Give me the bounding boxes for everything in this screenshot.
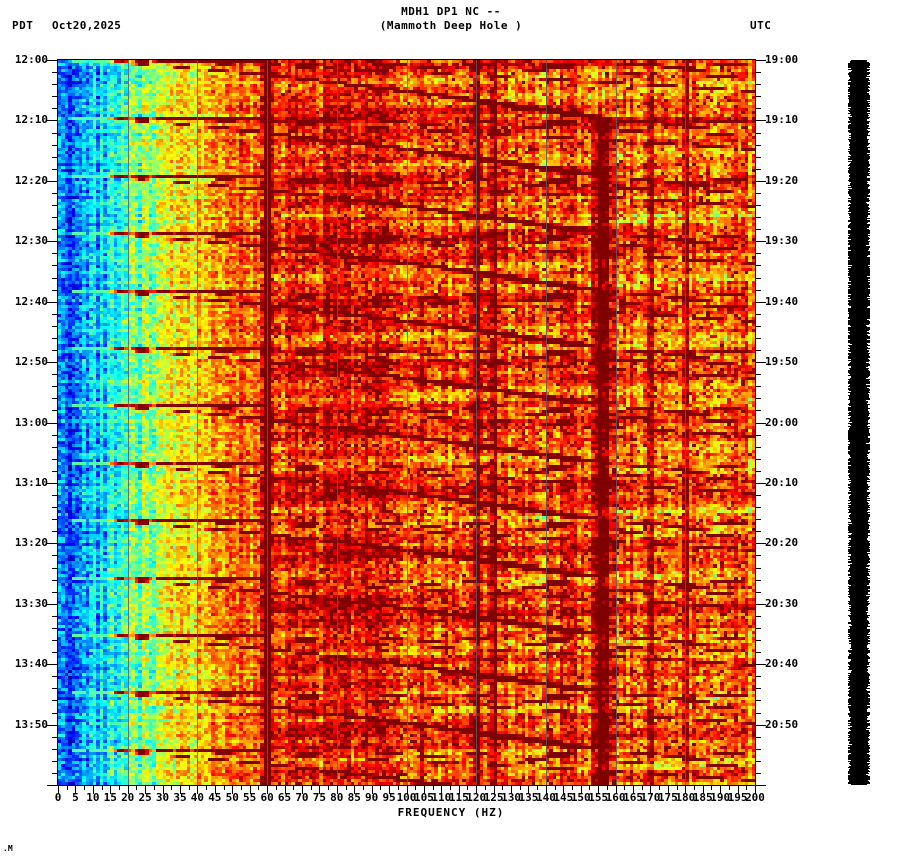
frequency-tick-label: 65: [277, 791, 292, 804]
spectrogram-plot-area[interactable]: [58, 60, 755, 785]
frequency-tick-label: 5: [72, 791, 79, 804]
waveform-trace-canvas: [848, 60, 870, 785]
frequency-tick-label: 180: [675, 791, 696, 804]
time-label-pdt: 12:50: [14, 355, 48, 369]
frequency-tick-label: 125: [483, 791, 504, 804]
timezone-left-label: PDT: [12, 19, 34, 32]
frequency-tick-label: 185: [692, 791, 713, 804]
corner-artifact-mark: .M: [3, 844, 13, 853]
time-label-utc: 19:20: [765, 173, 799, 187]
frequency-tick-label: 145: [553, 791, 574, 804]
date-label: Oct20,2025: [52, 19, 122, 32]
spectrogram-canvas[interactable]: [58, 60, 755, 785]
frequency-tick-label: 40: [190, 791, 205, 804]
time-label-utc: 20:30: [765, 596, 799, 610]
time-label-utc: 20:50: [765, 717, 799, 731]
time-label-pdt: 12:40: [14, 294, 48, 308]
frequency-tick-label: 90: [365, 791, 379, 804]
time-label-pdt: 13:00: [14, 415, 48, 429]
frequency-tick-label: 70: [295, 791, 309, 804]
time-label-pdt: 12:20: [14, 173, 48, 187]
time-label-utc: 19:30: [765, 234, 799, 248]
frequency-tick-label: 15: [103, 791, 117, 804]
time-label-utc: 20:40: [765, 657, 799, 671]
time-label-utc: 19:10: [765, 113, 799, 127]
frequency-tick-label: 85: [347, 791, 361, 804]
page-subtitle: (Mammoth Deep Hole ): [379, 19, 523, 32]
frequency-tick-label: 100: [396, 791, 417, 804]
frequency-tick-label: 105: [413, 791, 434, 804]
frequency-tick-label: 20: [121, 791, 135, 804]
frequency-tick-label: 50: [225, 791, 239, 804]
frequency-tick-label: 155: [588, 791, 609, 804]
frequency-tick-label: 110: [431, 791, 452, 804]
frequency-tick-label: 45: [208, 791, 222, 804]
frequency-tick-label: 175: [657, 791, 678, 804]
frequency-tick-label: 195: [727, 791, 748, 804]
frequency-tick-label: 140: [535, 791, 556, 804]
frequency-tick-label: 130: [501, 791, 521, 804]
frequency-tick-label: 35: [173, 791, 187, 804]
frequency-tick-label: 150: [570, 791, 591, 804]
time-label-utc: 19:00: [765, 53, 799, 66]
frequency-tick-label: 75: [312, 791, 326, 804]
frequency-tick-label: 55: [243, 791, 257, 804]
time-label-utc: 20:00: [765, 415, 799, 429]
frequency-tick-label: 25: [138, 791, 152, 804]
page-title: MDH1 DP1 NC --: [401, 5, 501, 18]
frequency-tick-label: 10: [86, 791, 100, 804]
timezone-right-label: UTC: [750, 19, 772, 32]
time-label-pdt: 12:30: [14, 234, 48, 248]
frequency-tick-label: 30: [155, 791, 170, 804]
time-label-utc: 19:50: [765, 355, 799, 369]
frequency-axis-title: FREQUENCY (HZ): [397, 806, 505, 819]
waveform-trace-strip: [848, 60, 870, 785]
frequency-tick-label: 200: [745, 791, 765, 804]
time-label-pdt: 13:50: [14, 717, 48, 731]
frequency-tick-label: 115: [448, 791, 469, 804]
time-label-pdt: 13:20: [14, 536, 48, 550]
frequency-tick-label: 80: [330, 791, 344, 804]
time-label-utc: 20:20: [765, 536, 799, 550]
time-label-pdt: 13:40: [14, 657, 48, 671]
time-label-pdt: 13:10: [14, 475, 48, 489]
frequency-tick-label: 95: [382, 791, 396, 804]
time-label-pdt: 13:30: [14, 596, 48, 610]
frequency-tick-label: 170: [640, 791, 661, 804]
frequency-tick-label: 160: [605, 791, 626, 804]
time-label-utc: 19:40: [765, 294, 799, 308]
frequency-tick-label: 120: [466, 791, 487, 804]
time-label-pdt: 12:00: [14, 53, 48, 66]
frequency-tick-label: 60: [260, 791, 274, 804]
frequency-tick-label: 190: [710, 791, 731, 804]
time-label-utc: 20:10: [765, 475, 799, 489]
time-label-pdt: 12:10: [14, 113, 48, 127]
frequency-tick-label: 135: [518, 791, 539, 804]
frequency-tick-label: 165: [623, 791, 643, 804]
frequency-tick-label: 0: [54, 791, 62, 804]
